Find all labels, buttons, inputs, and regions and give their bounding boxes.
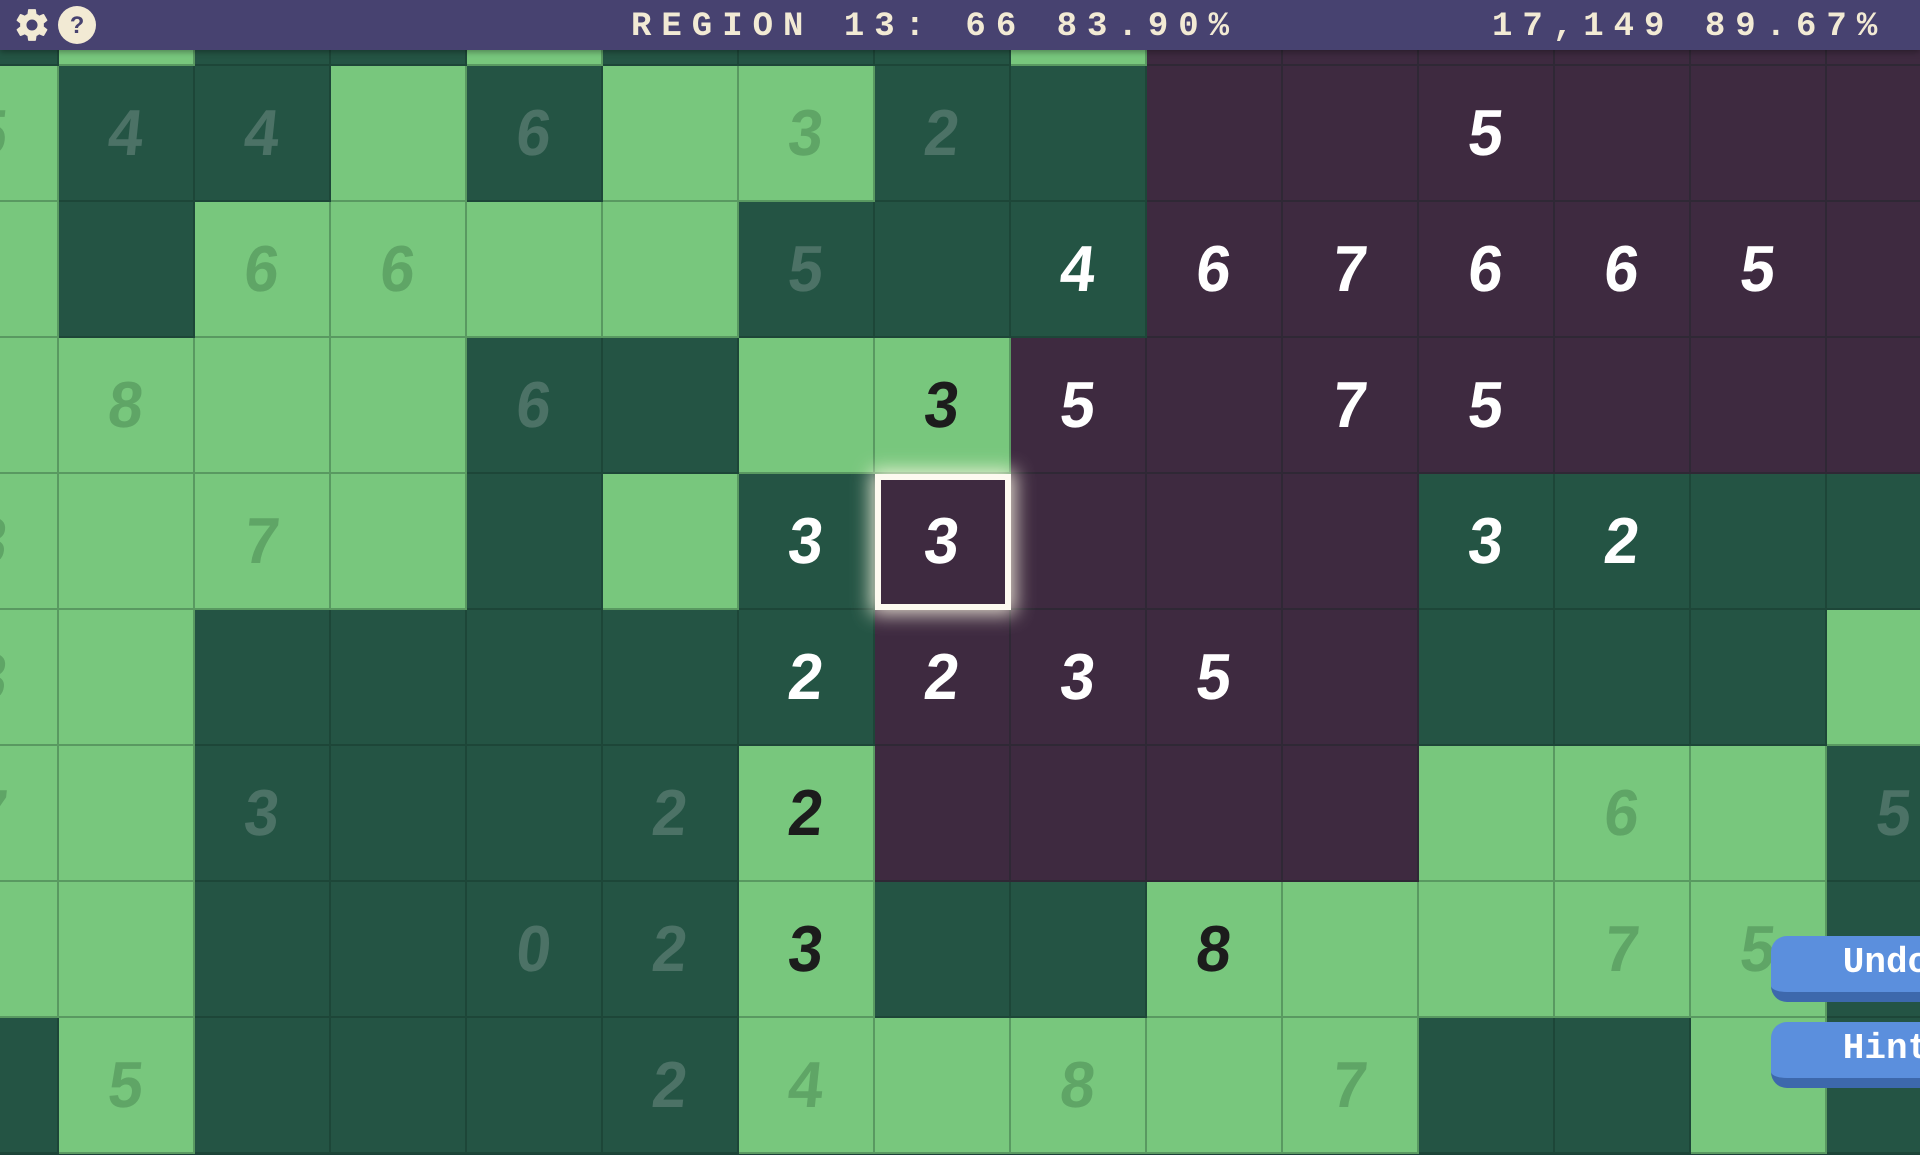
svg-text:?: ? xyxy=(70,12,85,39)
